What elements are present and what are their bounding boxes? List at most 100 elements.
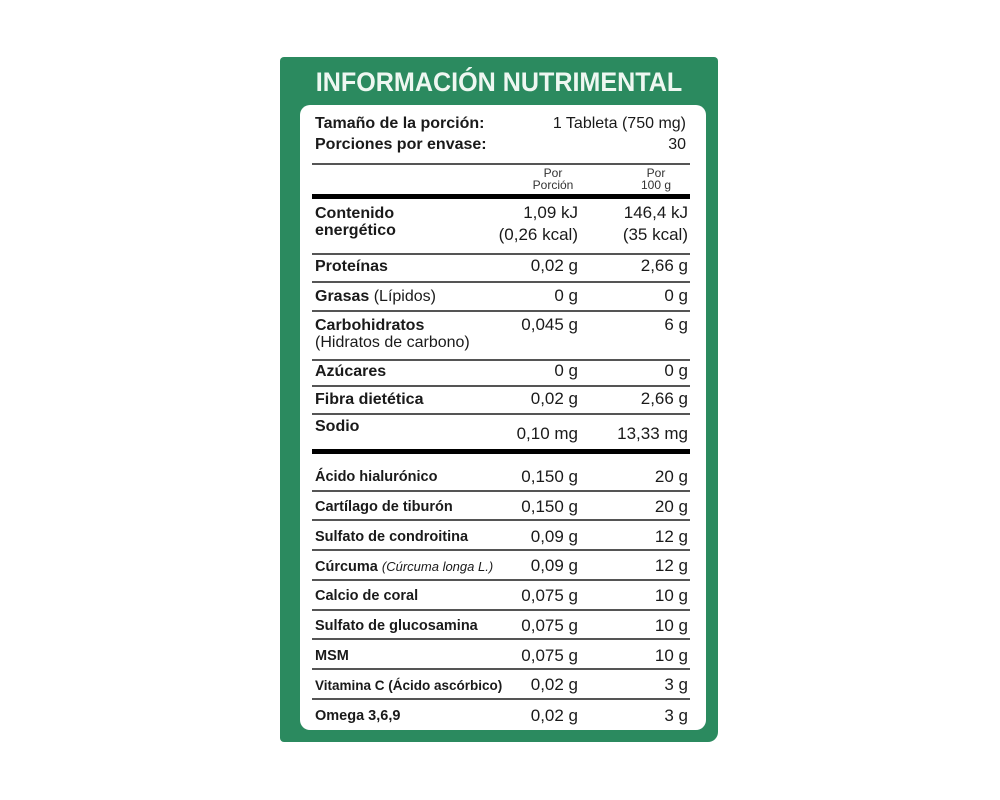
row-divider bbox=[312, 359, 690, 361]
name-line: energético bbox=[315, 222, 396, 239]
per-100g-value: 6 g bbox=[664, 314, 688, 336]
per-100g-value: 20 g bbox=[654, 497, 688, 516]
nutrient-name: Azúcares bbox=[315, 363, 386, 380]
per-serving-value: 0 g bbox=[554, 285, 578, 307]
row-divider bbox=[312, 281, 690, 283]
per-serving-value: 0,150 g bbox=[521, 467, 578, 486]
value-line: 0 g bbox=[554, 286, 578, 305]
per-serving-value: 0,02 g bbox=[531, 255, 578, 277]
per-serving-value: 0,045 g bbox=[521, 314, 578, 336]
thick-divider bbox=[312, 449, 690, 454]
nutrient-name: Grasas (Lípidos) bbox=[315, 288, 436, 305]
row-divider bbox=[312, 385, 690, 387]
per-100g-value: 12 g bbox=[654, 527, 688, 546]
serving-size-label: Tamaño de la porción: bbox=[315, 115, 485, 132]
per-100g-value: 10 g bbox=[654, 586, 688, 605]
name-text: MSM bbox=[315, 648, 349, 664]
value-line: 0 g bbox=[664, 361, 688, 380]
value-line: 0,02 g bbox=[530, 389, 578, 408]
name-text: Grasas bbox=[315, 288, 370, 305]
row-divider bbox=[312, 310, 690, 312]
row-divider bbox=[312, 579, 690, 581]
per-serving-value: 0,150 g bbox=[521, 497, 578, 516]
value-line: 13,33 mg bbox=[617, 424, 688, 443]
row-divider bbox=[312, 549, 690, 551]
name-line: Contenido bbox=[315, 205, 395, 222]
name-text: Carbohidratos bbox=[315, 317, 425, 334]
per-serving-value: 0 g bbox=[554, 360, 578, 382]
name-text: Ácido hialurónico bbox=[315, 469, 438, 485]
value-line: 0,10 mg bbox=[516, 424, 578, 443]
per-serving-value: 0,075 g bbox=[521, 586, 578, 605]
label-body: Tamaño de la porción: 1 Tableta (750 mg)… bbox=[300, 105, 706, 730]
nutrition-label: INFORMACIÓN NUTRIMENTAL Tamaño de la por… bbox=[280, 57, 718, 742]
row-divider bbox=[312, 609, 690, 611]
per-serving-value: 0,09 g bbox=[530, 527, 578, 546]
name-text: Proteínas bbox=[315, 258, 388, 275]
name-subtext: (Hidratos de carbono) bbox=[315, 334, 470, 351]
row-divider bbox=[312, 638, 690, 640]
per-serving-value: 0,02 g bbox=[530, 675, 578, 694]
value-line: 6 g bbox=[664, 315, 688, 334]
name-subtext: (Lípidos) bbox=[373, 288, 436, 305]
value-line: 1,09 kJ bbox=[523, 203, 578, 222]
ingredient-name: MSM bbox=[315, 648, 349, 665]
nutrient-name: Proteínas bbox=[315, 258, 388, 275]
name-text: Azúcares bbox=[315, 363, 387, 380]
per-serving-value: 1,09 kJ (0,26 kcal) bbox=[499, 202, 578, 246]
nutrient-name: Fibra dietética bbox=[315, 391, 423, 408]
header-line: Por bbox=[646, 166, 666, 180]
value-line: 0 g bbox=[664, 286, 688, 305]
ingredient-name: Vitamina C (Ácido ascórbico) bbox=[315, 677, 502, 694]
value-line: 0 g bbox=[554, 361, 578, 380]
ingredient-name: Cúrcuma (Cúrcuma longa L.) bbox=[315, 558, 493, 576]
nutrient-name: Contenido energético bbox=[315, 205, 396, 239]
per-100g-value: 3 g bbox=[664, 675, 688, 694]
row-divider bbox=[312, 490, 690, 492]
per-100g-value: 0 g bbox=[664, 285, 688, 307]
row-divider bbox=[312, 668, 690, 670]
per-100g-value: 146,4 kJ (35 kcal) bbox=[623, 202, 688, 246]
per-serving-value: 0,075 g bbox=[521, 646, 578, 665]
name-text: Cúrcuma bbox=[315, 559, 378, 575]
value-line: 2,66 g bbox=[640, 256, 688, 275]
ingredient-name: Ácido hialurónico bbox=[315, 469, 437, 486]
ingredient-name: Sulfato de condroitina bbox=[315, 529, 468, 546]
value-line: 2,66 g bbox=[640, 389, 688, 408]
name-text: Sodio bbox=[315, 418, 360, 435]
per-100g-value: 3 g bbox=[664, 706, 688, 725]
value-line: 0,02 g bbox=[530, 256, 578, 275]
row-divider bbox=[312, 519, 690, 521]
per-100g-value: 12 g bbox=[654, 556, 688, 575]
label-title: INFORMACIÓN NUTRIMENTAL bbox=[315, 67, 683, 97]
per-serving-value: 0,02 g bbox=[530, 706, 578, 725]
nutrient-name: Sodio bbox=[315, 418, 359, 435]
name-text: Cartílago de tiburón bbox=[315, 499, 453, 515]
value-line: 146,4 kJ bbox=[623, 203, 688, 222]
nutrient-name: Carbohidratos (Hidratos de carbono) bbox=[315, 317, 470, 351]
serving-size-value: 1 Tableta (750 mg) bbox=[552, 115, 686, 132]
value-line: 0,045 g bbox=[521, 315, 578, 334]
per-100g-value: 0 g bbox=[664, 360, 688, 382]
column-header-per-serving: Por Porción bbox=[518, 167, 588, 191]
column-header-per-100g: Por 100 g bbox=[628, 167, 684, 191]
ingredient-name: Omega 3,6,9 bbox=[315, 708, 400, 725]
per-serving-value: 0,10 mg bbox=[517, 423, 578, 445]
ingredient-name: Cartílago de tiburón bbox=[315, 499, 453, 516]
name-text: Fibra dietética bbox=[315, 391, 424, 408]
header-line: 100 g bbox=[640, 178, 672, 192]
per-serving-value: 0,09 g bbox=[530, 556, 578, 575]
per-100g-value: 20 g bbox=[654, 467, 688, 486]
per-100g-value: 2,66 g bbox=[641, 388, 688, 410]
per-100g-value: 2,66 g bbox=[641, 255, 688, 277]
value-line: (0,26 kcal) bbox=[498, 225, 578, 244]
per-serving-value: 0,075 g bbox=[521, 616, 578, 635]
header-line: Porción bbox=[532, 178, 574, 192]
row-divider bbox=[312, 698, 690, 700]
per-100g-value: 13,33 mg bbox=[617, 423, 688, 445]
row-divider bbox=[312, 253, 690, 255]
thick-divider bbox=[312, 194, 690, 199]
header-line: Por bbox=[543, 166, 563, 180]
per-serving-value: 0,02 g bbox=[531, 388, 578, 410]
ingredient-name: Sulfato de glucosamina bbox=[315, 618, 478, 635]
